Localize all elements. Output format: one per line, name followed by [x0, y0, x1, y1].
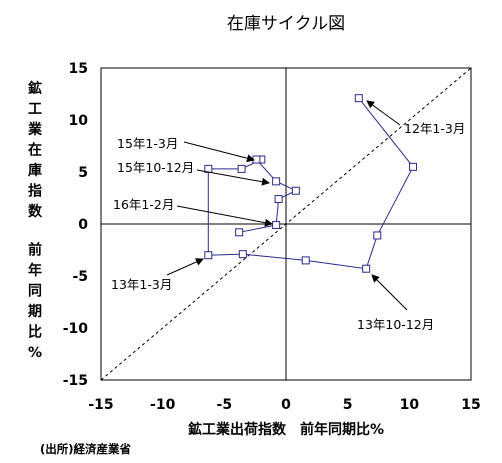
x-tick-label: 15: [461, 397, 480, 413]
data-point-marker: [373, 231, 382, 240]
annotation-label: 16年1-2月: [113, 197, 174, 212]
x-tick-label: -15: [88, 397, 113, 413]
x-tick-label: 5: [343, 397, 353, 413]
y-tick-labels: 15 10 5 0 -5 -10 -15: [63, 61, 89, 389]
data-point-marker: [291, 186, 300, 195]
y-tick-label: -15: [63, 373, 88, 389]
data-point-marker: [237, 164, 246, 173]
y-tick-label: 5: [78, 165, 88, 181]
y-tick-label: -5: [72, 269, 88, 285]
annotation-label: 13年10-12月: [357, 317, 434, 332]
x-tick-label: 0: [281, 397, 291, 413]
annotation-label: 13年1-3月: [111, 277, 172, 292]
y-axis-label: 鉱工業在庫指数前年同期比%: [27, 80, 43, 361]
data-point-marker: [204, 251, 213, 260]
annotation-arrow: [196, 169, 270, 186]
data-point-marker: [274, 195, 283, 204]
y-tick-label: 15: [69, 61, 88, 77]
annotation-arrow: [183, 141, 255, 163]
data-point-marker: [272, 177, 281, 186]
annotation-arrow: [366, 100, 401, 126]
annotation-arrow: [371, 274, 408, 311]
data-point-marker: [409, 162, 418, 171]
annotation-arrow: [166, 258, 204, 276]
x-tick-labels: -15 -10 -5 0 5 10 15: [88, 397, 480, 413]
data-point-marker: [272, 221, 281, 230]
annotation-label: 15年1-3月: [117, 136, 178, 151]
chart-title: 在庫サイクル図: [227, 14, 345, 34]
data-point-marker: [235, 228, 244, 237]
x-tick-label: -10: [150, 397, 176, 413]
data-point-marker: [354, 94, 363, 103]
y-tick-label: 10: [69, 113, 89, 129]
annotation-arrow: [176, 205, 273, 227]
x-tick-label: 10: [400, 397, 420, 413]
source-note: (出所)経済産業省: [40, 442, 132, 456]
data-point-marker: [362, 264, 371, 273]
x-tick-label: -5: [217, 397, 233, 413]
annotations-group: 12年1-3月 13年1-3月 13年10-12月 15年1-3月 15年10-12月 1…: [111, 100, 465, 332]
annotation-label: 15年10-12月: [117, 160, 194, 175]
reference-line: [100, 67, 472, 381]
y-tick-label: -10: [63, 321, 89, 337]
series-line: [207, 97, 414, 270]
x-axis-label: 鉱工業出荷指数 前年同期比%: [188, 421, 384, 438]
reference-line-group: [100, 67, 472, 381]
annotation-label: 12年1-3月: [404, 121, 465, 136]
data-point-marker: [301, 256, 310, 265]
y-tick-label: 0: [78, 217, 88, 233]
data-point-marker: [238, 250, 247, 259]
series-group: [204, 94, 418, 273]
